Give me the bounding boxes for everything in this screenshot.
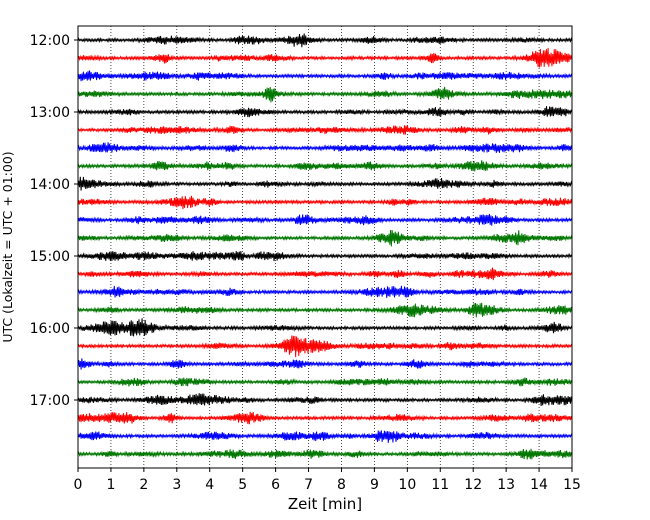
y-tick-label: 16:00 bbox=[30, 321, 70, 337]
trace-line bbox=[77, 33, 573, 48]
x-tick-label: 14 bbox=[530, 477, 548, 493]
x-tick-label: 3 bbox=[172, 477, 181, 493]
x-tick-label: 9 bbox=[370, 477, 379, 493]
trace-line bbox=[77, 160, 573, 172]
trace-line bbox=[77, 318, 573, 337]
trace-line bbox=[77, 411, 573, 425]
trace-line bbox=[77, 195, 573, 210]
x-tick-label: 7 bbox=[304, 477, 313, 493]
y-axis-label: UTC (Lokalzeit = UTC + 01:00) bbox=[0, 151, 15, 342]
x-tick-label: 4 bbox=[205, 477, 214, 493]
trace-line bbox=[77, 250, 573, 262]
trace-line bbox=[77, 267, 573, 281]
seismic-traces bbox=[77, 33, 573, 460]
trace-line bbox=[77, 393, 573, 407]
trace-line bbox=[77, 70, 573, 82]
x-tick-label: 8 bbox=[337, 477, 346, 493]
trace-line bbox=[77, 335, 573, 358]
x-tick-label: 5 bbox=[238, 477, 247, 493]
x-axis-label: Zeit [min] bbox=[288, 495, 362, 513]
y-tick-label: 14:00 bbox=[30, 177, 70, 193]
trace-line bbox=[77, 125, 573, 135]
x-tick-label: 12 bbox=[464, 477, 482, 493]
y-tick-label: 15:00 bbox=[30, 249, 70, 265]
trace-line bbox=[77, 285, 573, 298]
x-tick-label: 13 bbox=[497, 477, 515, 493]
trace-line bbox=[77, 358, 573, 370]
trace-line bbox=[77, 142, 573, 153]
x-tick-label: 15 bbox=[563, 477, 581, 493]
x-tick-label: 6 bbox=[271, 477, 280, 493]
x-tick-label: 10 bbox=[398, 477, 416, 493]
trace-line bbox=[77, 213, 573, 226]
trace-line bbox=[77, 302, 573, 318]
x-axis-ticks: 0 1 2 3 4 5 6 7 8 9 10 11 12 13 14 15 bbox=[74, 468, 581, 493]
trace-line bbox=[77, 176, 573, 191]
trace-line bbox=[77, 106, 573, 118]
plot-frame bbox=[77, 25, 573, 469]
trace-line bbox=[77, 377, 573, 387]
trace-line bbox=[77, 47, 573, 68]
y-tick-label: 17:00 bbox=[30, 393, 70, 409]
trace-line bbox=[77, 229, 573, 247]
trace-line bbox=[77, 448, 573, 460]
trace-line bbox=[77, 430, 573, 443]
y-tick-label: 13:00 bbox=[30, 105, 70, 121]
x-tick-label: 0 bbox=[74, 477, 83, 493]
trace-line bbox=[77, 86, 573, 103]
x-tick-label: 2 bbox=[139, 477, 148, 493]
x-tick-label: 1 bbox=[106, 477, 115, 493]
x-tick-label: 11 bbox=[431, 477, 449, 493]
y-tick-label: 12:00 bbox=[30, 33, 70, 49]
y-axis-ticks: 12:00 13:00 14:00 15:00 16:00 17:00 bbox=[30, 33, 78, 409]
